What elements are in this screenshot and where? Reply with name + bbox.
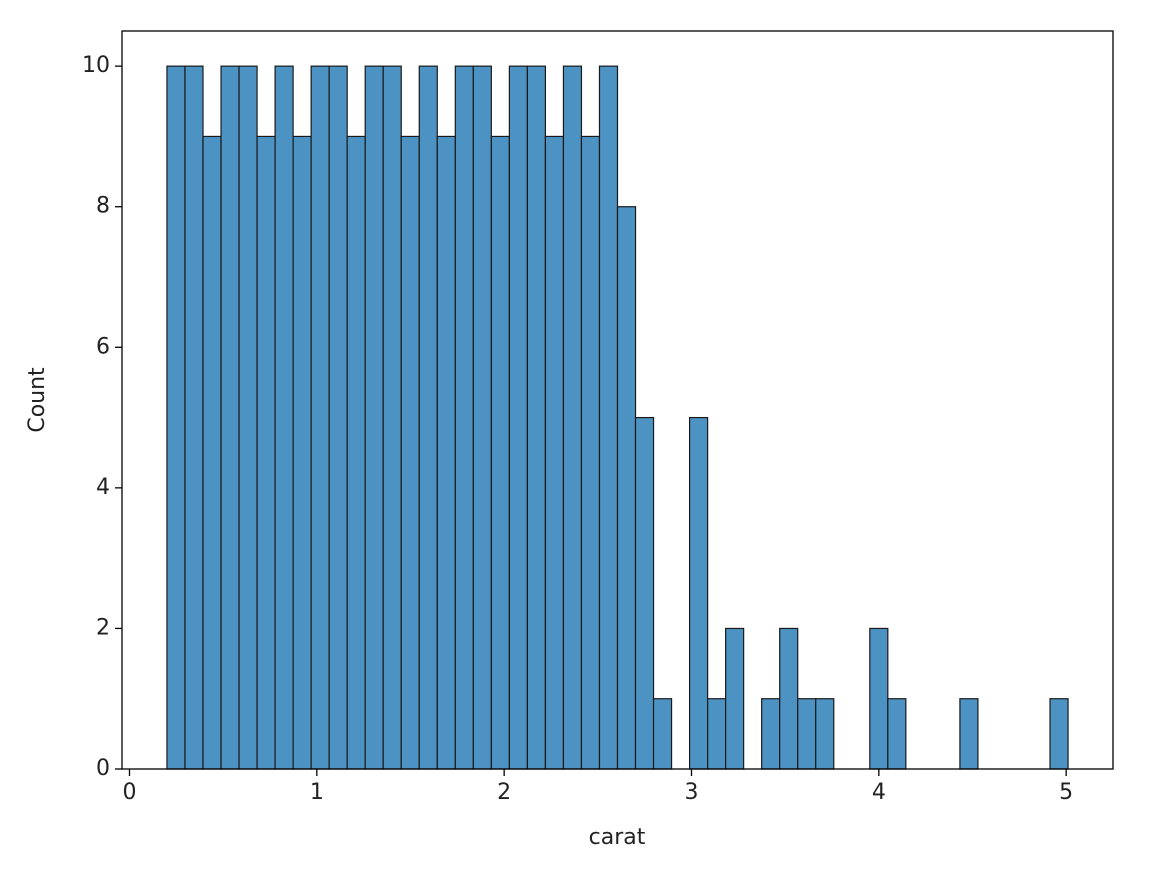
bar: [382, 65, 402, 770]
bar: [202, 135, 222, 770]
bar: [761, 698, 781, 770]
bar: [526, 65, 547, 770]
bar: [887, 698, 907, 770]
bar: [256, 135, 276, 770]
x-tick-label: 4: [872, 780, 886, 805]
bar: [472, 65, 492, 770]
bar: [400, 135, 420, 770]
bar: [797, 698, 817, 770]
y-axis-label: Count: [25, 367, 50, 433]
bar: [364, 65, 384, 770]
plot-frame: [121, 30, 1114, 770]
bar: [220, 65, 240, 770]
bar: [779, 627, 799, 770]
bar: [274, 65, 294, 770]
bar: [1049, 698, 1069, 770]
bar: [184, 65, 204, 770]
bar: [346, 135, 366, 770]
bar: [436, 135, 456, 770]
bar: [688, 416, 709, 770]
bar: [869, 627, 889, 770]
bar: [418, 65, 438, 770]
y-tick-label: 10: [82, 53, 110, 78]
bar: [959, 698, 979, 770]
bar: [652, 698, 673, 770]
bar: [166, 65, 186, 770]
bar: [508, 65, 528, 770]
bar: [598, 65, 619, 770]
bar: [562, 65, 583, 770]
bar: [454, 65, 474, 770]
bar: [238, 65, 258, 770]
x-tick-label: 5: [1059, 780, 1073, 805]
bar: [725, 627, 745, 770]
bar: [580, 135, 601, 770]
bar: [634, 416, 655, 770]
x-tick-label: 0: [122, 780, 136, 805]
x-tick-label: 1: [310, 780, 324, 805]
y-tick-label: 0: [96, 756, 110, 781]
bar: [616, 206, 637, 770]
x-axis-label: carat: [589, 825, 646, 850]
x-tick-label: 3: [684, 780, 698, 805]
bar: [544, 135, 565, 770]
y-tick-label: 8: [96, 194, 110, 219]
bar: [490, 135, 510, 770]
x-tick-label: 2: [497, 780, 511, 805]
y-tick-label: 6: [96, 334, 110, 359]
y-tick-label: 2: [96, 615, 110, 640]
bar: [292, 135, 312, 770]
bar: [707, 698, 727, 770]
bar: [328, 65, 348, 770]
bar: [310, 65, 330, 770]
y-tick-label: 4: [96, 475, 110, 500]
bar: [815, 698, 835, 770]
